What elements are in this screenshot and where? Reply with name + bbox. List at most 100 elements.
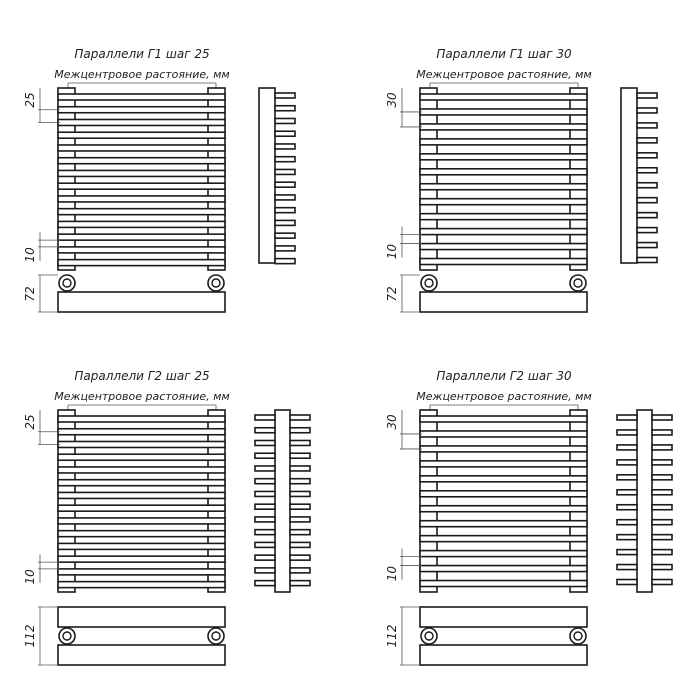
- horizontal-tube: [419, 460, 588, 468]
- bottom-view-back-tube: [419, 644, 588, 666]
- bottom-view-body: [57, 291, 226, 313]
- side-fin: [636, 92, 658, 99]
- horizontal-tube: [57, 453, 226, 462]
- side-fin-left: [616, 488, 638, 496]
- side-fin-left: [616, 533, 638, 541]
- side-fin-left: [616, 429, 638, 436]
- side-fin: [636, 211, 658, 219]
- horizontal-tube: [419, 197, 588, 206]
- horizontal-tube: [57, 415, 226, 423]
- side-fin-left: [254, 516, 276, 523]
- side-fin-left: [616, 444, 638, 451]
- horizontal-tube: [57, 258, 226, 267]
- side-fin: [636, 122, 658, 129]
- side-fin-left: [616, 414, 638, 421]
- side-fin-right: [289, 554, 311, 561]
- collector-left: [419, 87, 438, 271]
- side-fin-left: [254, 452, 276, 460]
- horizontal-tube: [57, 169, 226, 178]
- side-fin-left: [254, 541, 276, 549]
- side-fin: [274, 92, 296, 99]
- side-fin-right: [651, 548, 673, 556]
- bottom-view-front-tube: [57, 606, 226, 628]
- panel-title: Параллели Г2 шаг 25: [74, 369, 209, 383]
- side-fin-left: [254, 426, 276, 434]
- side-fin-left: [616, 518, 638, 526]
- side-fin-right: [289, 490, 311, 498]
- depth-label: 72: [23, 286, 37, 301]
- side-fin: [274, 245, 296, 252]
- side-fin-left: [254, 414, 276, 421]
- dimension-caption: Межцентровое растояние, мм: [416, 390, 591, 403]
- dimension-caption: Межцентровое растояние, мм: [54, 390, 229, 403]
- pipe-left-inner: [62, 278, 72, 288]
- side-fin: [274, 155, 296, 163]
- side-fin-left: [616, 503, 638, 511]
- collector-left: [57, 409, 76, 593]
- side-fin-left: [254, 503, 276, 510]
- pipe-right-inner: [211, 278, 221, 288]
- side-fin-right: [651, 488, 673, 496]
- collector-right: [207, 409, 226, 593]
- pitch-label: 25: [23, 414, 37, 429]
- dimension-caption: Межцентровое растояние, мм: [416, 68, 591, 81]
- drawing-panel: Параллели Г2 шаг 25 Межцентровое растояни…: [23, 369, 311, 666]
- depth-label: 72: [385, 286, 399, 301]
- horizontal-tube: [57, 118, 226, 127]
- side-fin-right: [289, 439, 311, 447]
- horizontal-tube: [57, 427, 226, 436]
- side-fin: [636, 256, 658, 264]
- pipe-left-inner: [424, 278, 434, 288]
- horizontal-tube: [57, 555, 226, 563]
- side-fin: [274, 168, 296, 176]
- horizontal-tube: [57, 156, 226, 165]
- horizontal-tube: [57, 478, 226, 487]
- side-fin-left: [616, 578, 638, 586]
- side-fin-right: [289, 414, 311, 421]
- panel-title: Параллели Г2 шаг 30: [436, 369, 572, 383]
- horizontal-tube: [419, 489, 588, 498]
- side-fin: [274, 104, 296, 112]
- side-fin: [274, 143, 296, 150]
- horizontal-tube: [419, 227, 588, 236]
- pipe-left-inner: [62, 631, 72, 641]
- side-fin-right: [651, 414, 673, 421]
- side-fin-right: [651, 459, 673, 466]
- side-fin-left: [616, 474, 638, 481]
- horizontal-tube: [419, 138, 588, 146]
- side-fin-left: [254, 554, 276, 561]
- horizontal-tube: [419, 167, 588, 176]
- side-fin-right: [289, 541, 311, 549]
- side-fin-right: [651, 429, 673, 436]
- side-collector: [620, 87, 638, 264]
- side-fin-right: [289, 426, 311, 434]
- side-fin-left: [254, 579, 276, 587]
- side-fin-left: [616, 563, 638, 571]
- pipe-right-inner: [211, 631, 221, 641]
- side-fin: [274, 194, 296, 201]
- side-collector: [258, 87, 276, 264]
- side-fin-right: [651, 518, 673, 526]
- horizontal-tube: [419, 549, 588, 558]
- horizontal-tube: [419, 430, 588, 438]
- tube-gap-label: 10: [23, 247, 37, 263]
- side-fin: [636, 241, 658, 249]
- horizontal-tube: [57, 233, 226, 241]
- pipe-right-inner: [573, 631, 583, 641]
- horizontal-tube: [57, 440, 226, 449]
- horizontal-tube: [57, 580, 226, 589]
- horizontal-tube: [419, 534, 588, 543]
- horizontal-tube: [419, 519, 588, 528]
- horizontal-tube: [419, 123, 588, 131]
- pipe-right-inner: [573, 278, 583, 288]
- horizontal-tube: [419, 93, 588, 101]
- horizontal-tube: [419, 564, 588, 573]
- horizontal-tube: [57, 144, 226, 152]
- horizontal-tube: [419, 475, 588, 483]
- tube-gap-label: 10: [385, 566, 399, 582]
- side-fin-right: [289, 579, 311, 587]
- side-fin: [274, 181, 296, 188]
- depth-label: 112: [385, 625, 399, 648]
- tube-gap-label: 10: [385, 244, 399, 260]
- side-fin: [636, 196, 658, 204]
